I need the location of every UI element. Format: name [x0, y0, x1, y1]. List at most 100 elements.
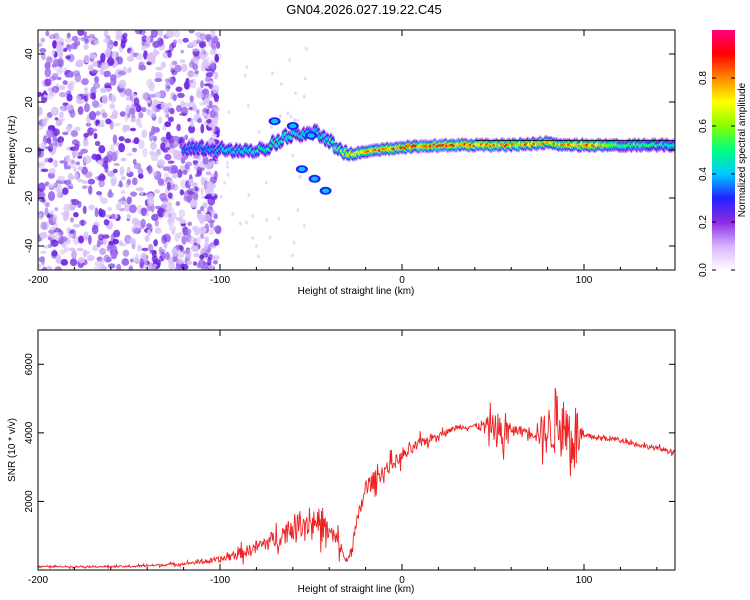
sparse-speckle: [247, 193, 251, 197]
noise-speckle: [60, 105, 65, 110]
noise-speckle: [164, 121, 172, 128]
noise-speckle: [159, 38, 164, 46]
sparse-speckle: [211, 192, 215, 197]
noise-speckle: [66, 93, 73, 102]
noise-speckle: [160, 102, 169, 111]
spectrogram-x-tick-label: -100: [210, 275, 230, 286]
sparse-speckle: [225, 161, 229, 165]
noise-speckle: [126, 213, 132, 219]
noise-speckle: [213, 93, 219, 103]
noise-speckle: [192, 40, 198, 47]
sparse-speckle: [202, 229, 206, 234]
noise-speckle: [172, 94, 177, 102]
noise-speckle: [137, 167, 144, 176]
noise-speckle: [152, 40, 161, 48]
noise-speckle: [38, 125, 44, 130]
noise-speckle: [191, 182, 198, 188]
noise-speckle: [38, 143, 42, 147]
noise-speckle: [66, 32, 71, 39]
noise-speckle: [180, 100, 185, 107]
noise-speckle: [188, 178, 193, 186]
noise-speckle: [83, 95, 88, 101]
noise-speckle: [45, 30, 50, 37]
noise-speckle: [87, 178, 96, 185]
noise-speckle: [205, 72, 213, 78]
noise-speckle: [165, 113, 170, 119]
sparse-speckle: [206, 56, 210, 61]
noise-speckle: [66, 125, 72, 133]
noise-speckle: [194, 186, 199, 192]
noise-speckle: [208, 229, 214, 236]
sparse-speckle: [251, 236, 255, 240]
snr-panel: -200 -100 0 100 2000 4000 6000 Height of stra…: [7, 329, 676, 595]
noise-speckle: [135, 53, 144, 61]
noise-speckle: [75, 95, 82, 104]
sparse-speckle: [268, 235, 272, 240]
noise-speckle: [183, 102, 190, 107]
noise-speckle: [92, 244, 99, 252]
noise-speckle: [66, 227, 71, 233]
noise-speckle: [74, 126, 81, 132]
noise-speckle: [186, 228, 192, 235]
noise-speckle: [67, 83, 73, 90]
noise-speckle: [98, 233, 105, 241]
noise-speckle: [187, 260, 192, 265]
noise-speckle: [118, 180, 123, 188]
noise-speckle: [96, 241, 101, 248]
noise-speckle: [73, 166, 77, 173]
noise-speckle: [99, 247, 107, 256]
noise-speckle: [200, 186, 204, 196]
noise-speckle: [91, 53, 97, 60]
noise-speckle: [168, 216, 173, 224]
noise-speckle: [106, 244, 114, 250]
noise-speckle: [141, 45, 147, 51]
noise-speckle: [83, 155, 92, 165]
branch-blob-inner: [322, 188, 330, 193]
noise-speckle: [83, 231, 89, 241]
sparse-speckle: [254, 244, 258, 248]
noise-speckle: [89, 58, 95, 62]
noise-speckle: [113, 40, 118, 47]
noise-speckle: [146, 99, 152, 104]
noise-speckle: [125, 96, 131, 101]
noise-speckle: [208, 100, 213, 109]
noise-speckle: [77, 178, 83, 183]
noise-speckle: [91, 153, 98, 160]
noise-speckle: [66, 183, 74, 188]
sparse-speckle: [269, 125, 273, 129]
noise-speckle: [89, 92, 96, 100]
noise-speckle: [149, 132, 153, 142]
noise-speckle: [45, 202, 50, 208]
noise-speckle: [112, 134, 118, 144]
noise-speckle: [167, 192, 173, 199]
noise-speckle: [182, 169, 188, 175]
spectrogram-data: [38, 30, 675, 270]
noise-speckle: [50, 106, 59, 117]
noise-speckle: [59, 160, 65, 164]
noise-speckle: [47, 148, 53, 152]
noise-speckle: [134, 253, 140, 262]
snr-y-label: SNR (10 * v/v): [7, 418, 18, 482]
noise-speckle: [93, 132, 98, 139]
noise-speckle: [128, 107, 136, 115]
noise-speckle: [38, 213, 42, 219]
colorbar: 0.0 0.2 0.4 0.6 0.8 Normalized spectral ampl…: [698, 30, 748, 277]
noise-speckle: [59, 236, 68, 243]
noise-speckle: [194, 226, 201, 236]
noise-speckle: [85, 122, 92, 127]
noise-speckle: [88, 204, 95, 211]
noise-speckle: [48, 157, 54, 163]
noise-speckle: [168, 225, 177, 232]
noise-speckle: [84, 103, 90, 113]
noise-speckle: [133, 227, 140, 234]
noise-speckle: [46, 137, 52, 144]
noise-speckle: [94, 76, 100, 84]
noise-speckle: [182, 226, 189, 236]
noise-speckle: [198, 42, 207, 48]
noise-speckle: [138, 139, 145, 150]
noise-speckle: [107, 170, 115, 177]
sparse-speckle: [302, 94, 306, 99]
noise-speckle: [160, 142, 166, 151]
sparse-speckle: [288, 58, 292, 62]
noise-speckle: [81, 185, 88, 189]
